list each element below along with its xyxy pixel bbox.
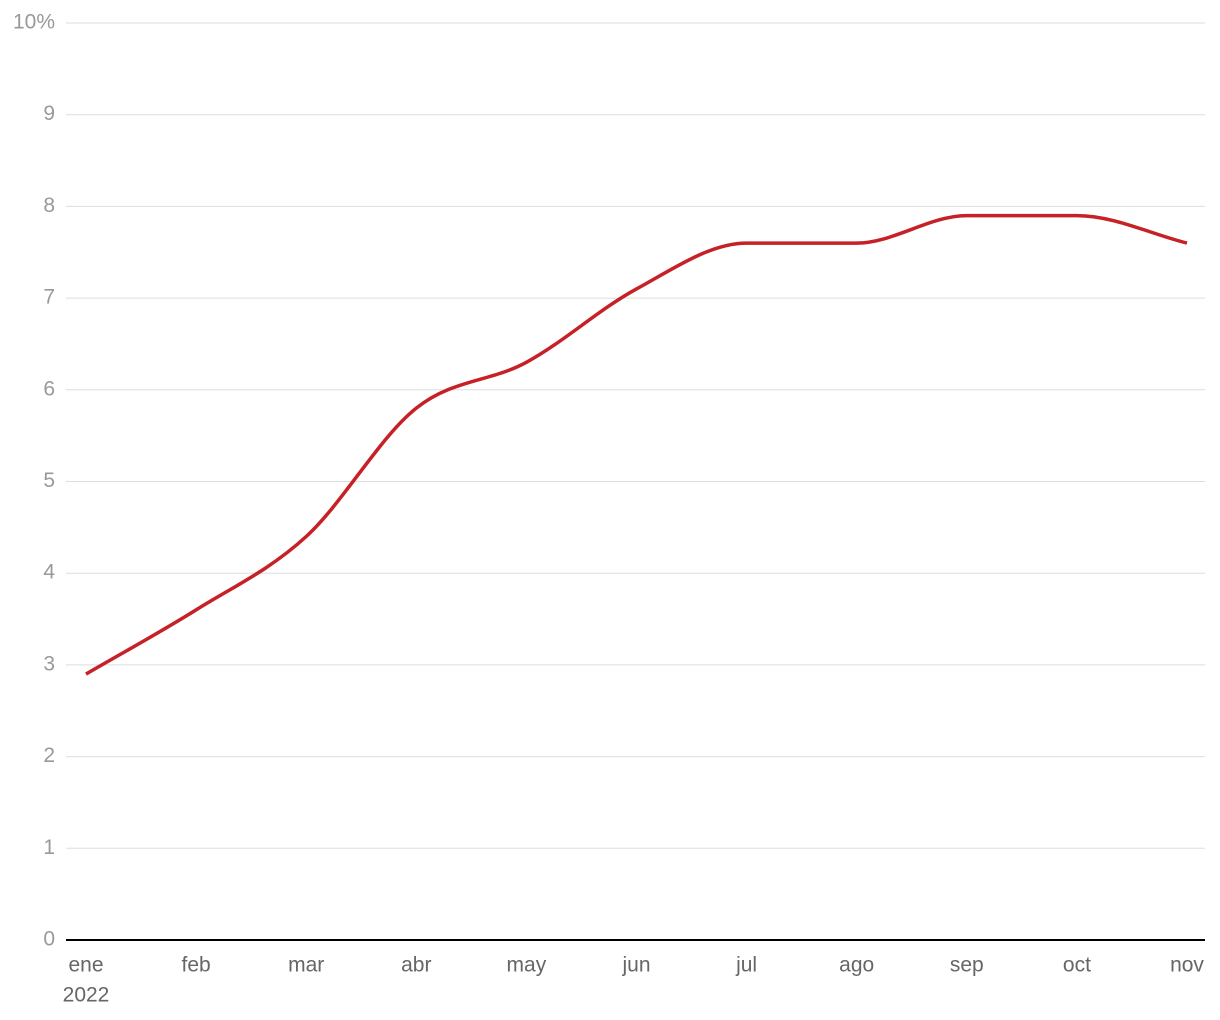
y-tick-label: 7 (43, 286, 55, 309)
line (85, 213, 1188, 676)
y-tick-label: 1 (43, 836, 55, 859)
y-tick-label: 8 (43, 194, 55, 217)
y-tick-label: 2 (43, 744, 55, 767)
x-tick-label: abr (401, 954, 431, 977)
y-tick-label: 9 (43, 102, 55, 125)
x-tick-label: jun (621, 954, 650, 977)
x-tick-label: feb (181, 954, 210, 977)
year-label: 2022 (63, 984, 110, 1007)
x-tick-label: ene (68, 954, 103, 977)
x-tick-label: sep (950, 954, 984, 977)
x-tick-label: nov (1170, 954, 1204, 977)
y-tick-label: 6 (43, 377, 55, 400)
y-tick-label: 5 (43, 469, 55, 492)
x-tick-label: mar (288, 954, 324, 977)
y-tick-label: 10% (13, 11, 55, 34)
x-tick-label: may (507, 954, 547, 977)
y-tick-label: 4 (43, 561, 55, 584)
y-tick-label: 3 (43, 652, 55, 675)
x-tick-label: ago (839, 954, 874, 977)
x-tick-label: oct (1063, 954, 1091, 977)
y-tick-label: 0 (43, 928, 55, 951)
x-tick-label: jul (735, 954, 757, 977)
